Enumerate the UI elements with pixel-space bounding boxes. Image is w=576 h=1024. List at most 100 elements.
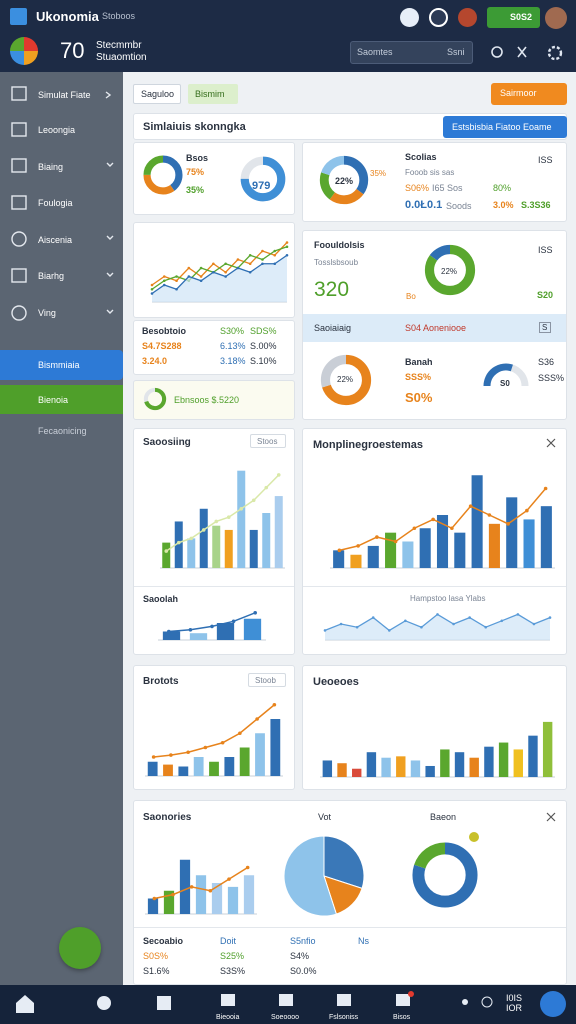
point	[468, 616, 471, 619]
bar	[162, 542, 171, 568]
table-cell: S4.7S288	[142, 341, 182, 351]
header-icons[interactable]	[488, 44, 568, 62]
line-chart	[323, 613, 552, 641]
bar-chart	[160, 470, 285, 569]
nav-item[interactable]: Ving	[38, 308, 56, 318]
bar	[199, 508, 208, 568]
slice	[323, 835, 365, 889]
divider	[134, 586, 294, 587]
point	[212, 262, 215, 266]
close-icon[interactable]	[546, 812, 556, 822]
table-cell: S.00%	[250, 341, 277, 351]
icon[interactable]	[429, 8, 448, 27]
tab[interactable]	[133, 84, 181, 104]
kpi-corner: ISS	[538, 155, 553, 165]
kpi-value: S.3S36	[521, 200, 551, 210]
trend-point	[431, 517, 435, 522]
trend-point	[171, 892, 175, 897]
nav-item[interactable]: Biaing	[38, 162, 64, 172]
tag: Stoob	[255, 676, 276, 685]
gauge	[483, 363, 529, 387]
card-title: Saonories	[143, 812, 192, 823]
nav-item[interactable]: Bienoia	[38, 395, 69, 405]
kpi-value: Soods	[446, 201, 472, 211]
bar	[454, 752, 465, 777]
bar	[484, 746, 494, 777]
nav-item[interactable]: Fecaonicing	[38, 426, 87, 436]
nav-item[interactable]: Aiscenia	[38, 235, 73, 245]
tag-box[interactable]	[248, 673, 286, 687]
kpi-value: S06%	[405, 183, 430, 193]
title-line: Stecmmbr	[96, 40, 142, 51]
table-cell: S1.6%	[143, 966, 170, 976]
icon[interactable]	[400, 8, 419, 27]
donut-center: 22%	[335, 176, 354, 186]
nav-active[interactable]	[0, 350, 123, 380]
action-button[interactable]	[491, 83, 567, 105]
nav-secondary[interactable]	[0, 385, 123, 414]
series-line	[151, 246, 288, 290]
trend-point	[276, 473, 281, 477]
tag-box[interactable]	[250, 434, 286, 448]
kpi-big: S0%	[405, 390, 433, 405]
nav-item[interactable]: Simulat Fiate	[38, 90, 91, 100]
bar	[243, 618, 262, 640]
donut-chart	[424, 244, 476, 296]
nav-item[interactable]: Biarhg	[38, 271, 65, 281]
search-box[interactable]	[350, 41, 473, 64]
bar	[211, 883, 223, 914]
band-badge-box[interactable]	[539, 322, 551, 333]
icon[interactable]	[458, 8, 477, 27]
nav-label: Fslsoniss	[329, 1014, 359, 1021]
bar-chart	[158, 611, 266, 641]
nav-item[interactable]: Bismmiaia	[38, 360, 80, 370]
trend-point	[208, 888, 213, 893]
bar	[540, 506, 552, 568]
bar	[195, 875, 207, 914]
point	[273, 249, 277, 253]
segment	[240, 156, 286, 202]
bar	[237, 470, 246, 568]
overview-button[interactable]	[443, 116, 567, 138]
line-chart	[150, 241, 289, 303]
series-line	[151, 254, 288, 295]
trend-point	[543, 486, 548, 491]
bar	[147, 898, 159, 914]
card-title: Saoolah	[143, 594, 179, 604]
bottom-icons[interactable]	[0, 985, 576, 1024]
point	[199, 279, 203, 283]
point	[150, 283, 154, 287]
badge-text: S0S2	[510, 12, 533, 22]
trend-point	[151, 755, 156, 759]
trend-point	[264, 485, 269, 490]
fab[interactable]	[59, 927, 101, 969]
table-cell: S0S%	[143, 951, 169, 961]
point	[248, 270, 252, 274]
app-name: Ukonomia	[36, 9, 99, 24]
avatar[interactable]	[545, 7, 567, 29]
point	[339, 622, 343, 626]
bar	[528, 735, 538, 777]
divider	[134, 927, 566, 928]
bar	[163, 890, 175, 914]
table-cell: S0.0%	[290, 966, 317, 976]
donut-side: 35%	[370, 169, 387, 178]
trend-point	[272, 702, 277, 707]
point	[273, 253, 277, 257]
nav-item[interactable]: Foulogia	[38, 198, 73, 208]
point	[236, 258, 240, 261]
donut-chart	[143, 155, 183, 195]
close-icon[interactable]	[546, 438, 556, 448]
kpi-title: Scolias	[405, 152, 437, 162]
nav-item[interactable]: Leoongia	[38, 125, 76, 135]
dot	[469, 832, 479, 842]
segment	[412, 842, 478, 908]
donut-chart	[412, 842, 478, 908]
top-bar	[0, 0, 576, 72]
tab[interactable]	[188, 84, 238, 104]
bar	[270, 719, 281, 776]
badge-button[interactable]	[487, 7, 540, 28]
point	[175, 287, 178, 291]
point	[162, 275, 166, 278]
area	[325, 614, 550, 640]
